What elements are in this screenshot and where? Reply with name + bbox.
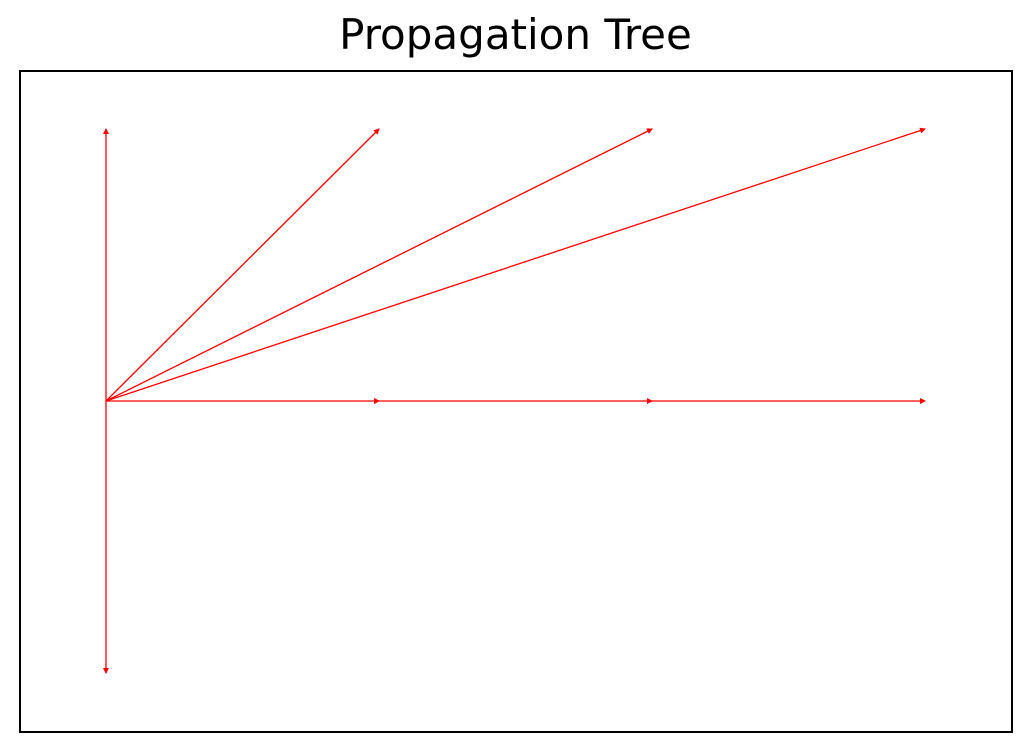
edge-root-to-a1 <box>105 128 380 402</box>
edge-root-to-a3 <box>105 127 926 402</box>
plot-frame <box>19 70 1013 733</box>
edge-root-to-a2 <box>105 128 653 402</box>
diagram-title: Propagation Tree <box>339 10 692 59</box>
edges-group <box>103 127 926 674</box>
